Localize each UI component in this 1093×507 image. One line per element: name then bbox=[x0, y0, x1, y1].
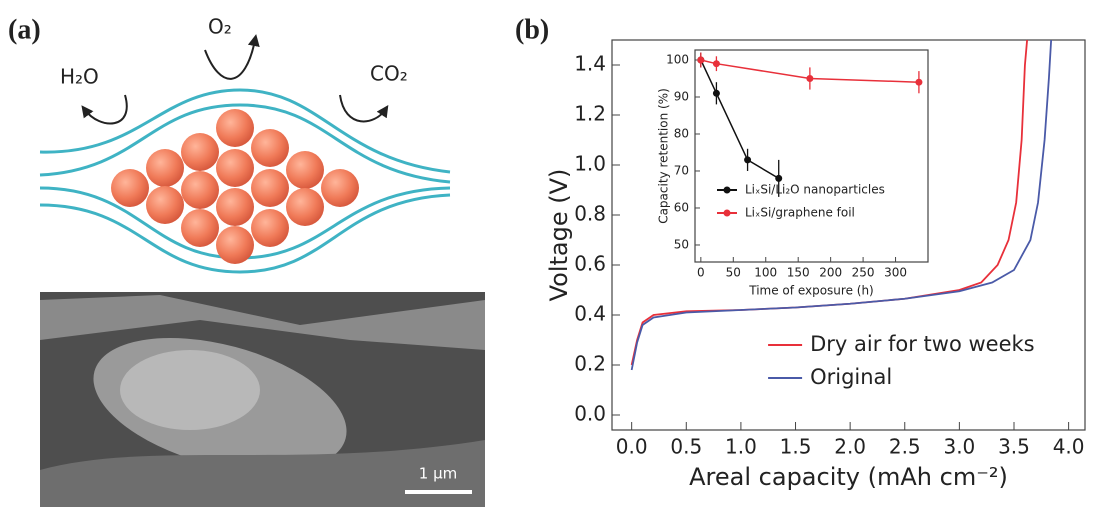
data-point bbox=[744, 156, 752, 164]
particles bbox=[111, 109, 359, 264]
panel-label: (a) bbox=[8, 14, 41, 45]
x-tick-label: 250 bbox=[852, 265, 875, 279]
data-point bbox=[712, 89, 720, 97]
y-tick-label: 1.2 bbox=[574, 102, 606, 126]
legend-marker bbox=[723, 186, 731, 194]
data-point bbox=[712, 60, 720, 68]
series-line bbox=[700, 59, 919, 83]
x-tick-label: 50 bbox=[726, 265, 741, 279]
x-tick-label: 0.5 bbox=[670, 435, 702, 459]
x-tick-label: 3.5 bbox=[998, 435, 1030, 459]
y-tick-label: 0.8 bbox=[574, 202, 606, 226]
series-line bbox=[700, 59, 780, 180]
y-axis-label: Voltage (V) bbox=[545, 169, 573, 302]
x-tick-label: 2.0 bbox=[834, 435, 866, 459]
arrows bbox=[81, 34, 389, 125]
y-axis-label: Capacity retention (%) bbox=[656, 88, 670, 224]
data-point bbox=[915, 78, 923, 86]
legend-marker bbox=[723, 209, 731, 217]
x-tick-label: 1.5 bbox=[780, 435, 812, 459]
y-tick-label: 0.0 bbox=[574, 402, 606, 426]
x-tick-label: 150 bbox=[787, 265, 810, 279]
data-point bbox=[697, 56, 705, 64]
plot-frame bbox=[694, 49, 929, 263]
y-tick-label: 1.0 bbox=[574, 152, 606, 176]
x-tick-label: 0.0 bbox=[616, 435, 648, 459]
y-tick-label: 50 bbox=[674, 237, 689, 251]
x-tick-label: 100 bbox=[754, 265, 777, 279]
y-tick-label: 0.4 bbox=[574, 302, 606, 326]
y-tick-label: 0.6 bbox=[574, 252, 606, 276]
x-tick-label: 1.0 bbox=[725, 435, 757, 459]
legend-label: Original bbox=[810, 365, 892, 389]
series-line bbox=[630, 39, 1053, 371]
y-tick-label: 100 bbox=[666, 52, 689, 66]
data-point bbox=[806, 74, 814, 82]
x-axis-label: Areal capacity (mAh cm⁻²) bbox=[689, 463, 1008, 491]
x-tick-label: 200 bbox=[819, 265, 842, 279]
data-point bbox=[775, 174, 783, 182]
sem-image: 1 μm bbox=[40, 292, 485, 507]
x-tick-label: 2.5 bbox=[889, 435, 921, 459]
scale-bar-label: 1 μm bbox=[419, 465, 457, 483]
y-tick-label: 1.4 bbox=[574, 52, 606, 76]
diagram-label: O₂ bbox=[208, 15, 232, 39]
y-tick-label: 90 bbox=[674, 89, 689, 103]
y-tick-label: 0.2 bbox=[574, 352, 606, 376]
x-tick-label: 4.0 bbox=[1053, 435, 1085, 459]
panel-label: (b) bbox=[515, 14, 549, 45]
x-tick-label: 300 bbox=[884, 265, 907, 279]
y-tick-label: 80 bbox=[674, 126, 689, 140]
y-tick-label: 60 bbox=[674, 200, 689, 214]
x-axis-label: Time of exposure (h) bbox=[748, 283, 874, 297]
diagram-label: CO₂ bbox=[370, 62, 408, 86]
legend-label: LiₓSi/Li₂O nanoparticles bbox=[745, 183, 885, 197]
x-tick-label: 3.0 bbox=[943, 435, 975, 459]
y-tick-label: 70 bbox=[674, 163, 689, 177]
legend-label: LiₓSi/graphene foil bbox=[745, 206, 855, 220]
legend-label: Dry air for two weeks bbox=[810, 332, 1035, 356]
diagram-label: H₂O bbox=[60, 65, 99, 89]
x-tick-label: 0 bbox=[697, 265, 705, 279]
